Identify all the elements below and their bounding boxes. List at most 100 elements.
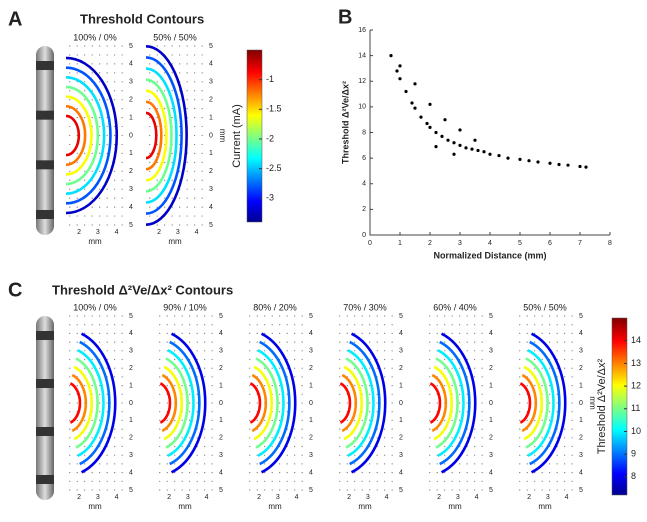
grid-dot bbox=[76, 117, 78, 119]
grid-dot bbox=[279, 324, 281, 326]
y-tick-label: 3 bbox=[209, 186, 213, 193]
grid-dot bbox=[391, 411, 393, 413]
grid-dot bbox=[249, 385, 251, 387]
grid-dot bbox=[429, 480, 431, 482]
grid-dot bbox=[256, 385, 258, 387]
grid-dot bbox=[84, 152, 86, 154]
grid-dot bbox=[526, 489, 528, 491]
contour-line bbox=[429, 382, 442, 424]
y-tick-label: 0 bbox=[309, 400, 313, 407]
grid-dot bbox=[444, 332, 446, 334]
grid-dot bbox=[556, 437, 558, 439]
grid-dot bbox=[114, 63, 116, 65]
grid-dot bbox=[429, 454, 431, 456]
grid-dot bbox=[179, 215, 181, 217]
grid-dot bbox=[339, 480, 341, 482]
grid-dot bbox=[174, 419, 176, 421]
y-tick-label: 0 bbox=[209, 132, 213, 139]
grid-dot bbox=[481, 358, 483, 361]
grid-dot bbox=[556, 463, 558, 465]
y-tick-label: 4 bbox=[489, 330, 493, 337]
grid-dot bbox=[541, 332, 543, 334]
grid-dot bbox=[186, 170, 188, 172]
grid-dot bbox=[519, 472, 521, 474]
grid-dot bbox=[159, 463, 161, 465]
grid-dot bbox=[339, 454, 341, 456]
grid-dot bbox=[519, 393, 521, 395]
grid-dot bbox=[391, 367, 393, 369]
grid-dot bbox=[466, 437, 468, 439]
grid-dot bbox=[204, 324, 206, 326]
grid-dot bbox=[84, 45, 86, 47]
grid-dot bbox=[189, 419, 191, 421]
x-tick-label: 3 bbox=[366, 494, 370, 501]
grid-dot bbox=[91, 437, 93, 439]
grid-dot bbox=[354, 419, 356, 421]
grid-dot bbox=[376, 402, 378, 404]
grid-dot bbox=[384, 437, 386, 439]
grid-dot bbox=[549, 402, 551, 404]
grid-dot bbox=[256, 472, 258, 474]
x-tick-label: 4 bbox=[565, 494, 569, 501]
grid-dot bbox=[429, 315, 431, 317]
grid-dot bbox=[541, 324, 543, 326]
y-tick-label: 2 bbox=[362, 206, 366, 213]
y-tick-label: 4 bbox=[362, 181, 366, 188]
grid-dot bbox=[429, 367, 431, 369]
grid-dot bbox=[186, 188, 188, 190]
grid-dot bbox=[84, 367, 86, 369]
grid-dot bbox=[201, 179, 203, 181]
grid-dot bbox=[279, 367, 281, 369]
grid-dot bbox=[181, 324, 183, 326]
x-tick-label: 3 bbox=[458, 240, 462, 247]
grid-dot bbox=[114, 350, 116, 352]
colorbar-tick-label: 8 bbox=[631, 471, 636, 481]
grid-dot bbox=[181, 480, 183, 482]
grid-dot bbox=[156, 63, 158, 65]
grid-dot bbox=[186, 81, 188, 83]
data-point bbox=[458, 128, 462, 132]
contour-line bbox=[159, 382, 172, 424]
grid-dot bbox=[571, 428, 573, 430]
grid-dot bbox=[121, 45, 123, 47]
grid-dot bbox=[121, 197, 123, 199]
grid-dot bbox=[196, 463, 198, 465]
colorbar-tick-label: -3 bbox=[266, 193, 274, 203]
grid-dot bbox=[286, 341, 288, 343]
x-tick-label: 4 bbox=[488, 240, 492, 247]
grid-dot bbox=[114, 54, 116, 56]
colorbar-tick-label: 12 bbox=[631, 380, 641, 390]
grid-dot bbox=[149, 161, 151, 163]
grid-dot bbox=[149, 143, 151, 146]
y-tick-label: 3 bbox=[129, 186, 133, 193]
grid-dot bbox=[444, 358, 446, 361]
y-tick-label: 4 bbox=[309, 330, 313, 337]
grid-dot bbox=[474, 376, 476, 378]
y-axis-label: mm bbox=[588, 396, 597, 410]
grid-dot bbox=[76, 402, 78, 404]
grid-dot bbox=[76, 45, 78, 47]
grid-dot bbox=[346, 315, 348, 317]
grid-dot bbox=[294, 341, 296, 343]
grid-dot bbox=[391, 315, 393, 317]
grid-dot bbox=[436, 324, 438, 326]
y-tick-label: 5 bbox=[309, 487, 313, 494]
grid-dot bbox=[474, 437, 476, 439]
grid-dot bbox=[76, 152, 78, 154]
grid-dot bbox=[564, 376, 566, 378]
grid-dot bbox=[339, 393, 341, 395]
grid-dot bbox=[339, 385, 341, 387]
grid-dot bbox=[204, 376, 206, 378]
grid-dot bbox=[286, 315, 288, 317]
grid-dot bbox=[256, 480, 258, 482]
grid-dot bbox=[189, 463, 191, 465]
grid-dot bbox=[84, 472, 86, 474]
grid-dot bbox=[339, 376, 341, 378]
grid-dot bbox=[121, 472, 123, 474]
grid-dot bbox=[186, 197, 188, 199]
grid-dot bbox=[174, 341, 176, 343]
grid-dot bbox=[286, 411, 288, 413]
grid-dot bbox=[171, 45, 173, 47]
grid-dot bbox=[99, 45, 101, 47]
grid-dot bbox=[361, 472, 363, 474]
